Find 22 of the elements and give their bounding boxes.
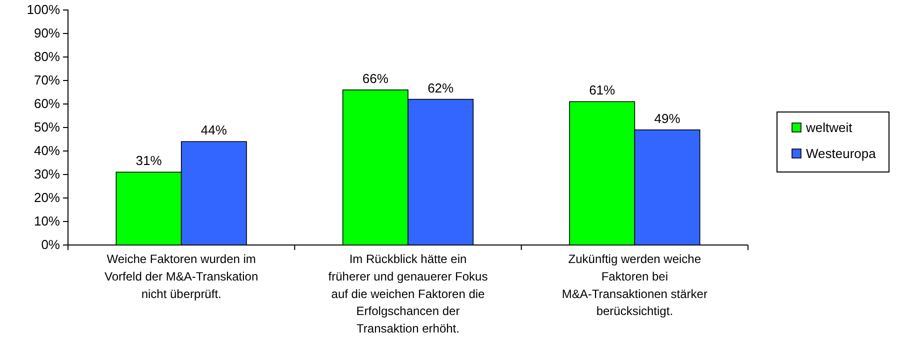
x-tick-label: Zukünftig werden weiche Faktoren bei M&A-Transaktionen stärker berücksichtigt. <box>562 252 708 318</box>
y-tick-label: 10% <box>34 214 60 229</box>
y-tick-label: 40% <box>34 143 60 158</box>
data-label: 31% <box>136 153 162 168</box>
y-tick-label: 30% <box>34 166 60 182</box>
y-tick-label: 80% <box>34 49 60 64</box>
y-tick-label: 60% <box>34 96 60 112</box>
legend-label: weltweit <box>805 120 853 135</box>
y-tick-label: 90% <box>34 26 60 41</box>
x-tick-label: Weiche Faktoren wurden im Vorfeld der M&A-Transkation nicht überprüft. <box>104 252 258 301</box>
x-tick-label: Im Rückblick hätte ein früherer und genauerer Fokus auf die weichen Faktoren die Erfolgschancen der Transaktion erhöht. <box>328 252 488 336</box>
y-tick-label: 70% <box>34 72 60 88</box>
data-label: 66% <box>362 70 389 86</box>
data-label: 62% <box>428 80 454 96</box>
y-tick-label: 20% <box>34 190 60 206</box>
y-tick-label: 0% <box>41 237 60 252</box>
data-label: 61% <box>589 82 616 98</box>
legend-label: Westeuropa <box>806 146 877 161</box>
y-tick-label: 100% <box>26 2 60 18</box>
y-tick-label: 50% <box>34 120 60 135</box>
data-label: 44% <box>200 122 228 138</box>
data-label: 49% <box>654 110 681 126</box>
